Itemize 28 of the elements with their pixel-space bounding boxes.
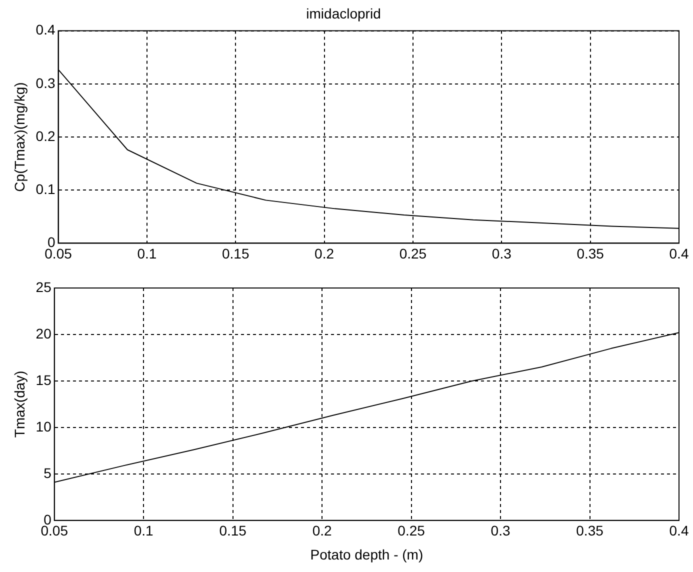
y-tick-label: 0.2	[36, 128, 56, 144]
x-tick-label: 0.1	[137, 245, 157, 262]
x-tick-label: 0.35	[576, 522, 604, 539]
x-tick-label: 0.15	[222, 245, 250, 262]
x-tick-label: 0.35	[576, 245, 604, 262]
y-tick-label: 20	[36, 325, 52, 342]
x-tick-label: 0.3	[490, 522, 510, 539]
x-tick-label: 0.1	[134, 522, 154, 539]
x-tick-label: 0.4	[669, 522, 689, 539]
x-tick-label: 0.2	[314, 245, 334, 262]
x-tick-label: 0.25	[399, 245, 427, 262]
y-tick-label: 15	[36, 372, 52, 388]
x-axis-title: Potato depth - (m)	[310, 546, 424, 562]
y-tick-label: 5	[44, 464, 52, 481]
y-axis-title: Tmax(day)	[11, 370, 28, 438]
y-tick-label: 0	[44, 511, 52, 528]
x-tick-label: 0.15	[219, 522, 247, 539]
chart-title: imidacloprid	[306, 5, 381, 22]
x-tick-label: 0.4	[669, 245, 689, 262]
y-axis-title: Cp(Tmax)(mg/kg)	[11, 82, 28, 192]
y-tick-label: 25	[36, 278, 52, 295]
y-tick-label: 10	[36, 418, 52, 434]
x-tick-label: 0.3	[492, 245, 512, 262]
y-tick-label: 0.1	[36, 180, 56, 197]
x-tick-label: 0.25	[398, 522, 426, 539]
y-tick-label: 0.4	[36, 22, 56, 38]
x-tick-label: 0.2	[312, 522, 332, 539]
y-tick-label: 0.3	[36, 74, 56, 91]
